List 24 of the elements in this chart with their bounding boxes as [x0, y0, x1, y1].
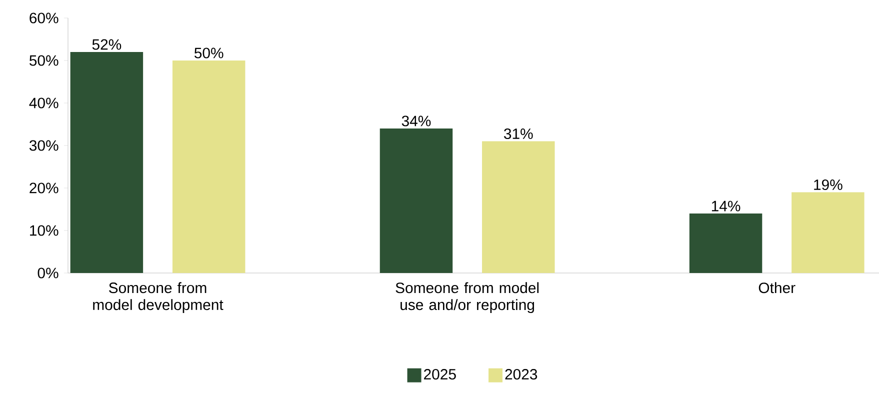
data-label: 31%	[504, 128, 533, 140]
x-tick-label: Other	[758, 282, 796, 294]
bar	[689, 214, 762, 273]
bar	[792, 192, 864, 273]
data-label: 50%	[194, 48, 224, 58]
y-tick-label: 40%	[29, 98, 58, 108]
bar	[172, 60, 246, 273]
bar	[70, 52, 144, 273]
legend-label: 2025	[424, 368, 456, 380]
x-tick-label: Someone from model use and/or reporting	[396, 282, 539, 314]
x-tick-label: Someone from model development	[93, 282, 224, 314]
y-tick-label: 20%	[30, 182, 58, 194]
data-label: 19%	[814, 179, 842, 190]
y-tick-label: 0%	[38, 268, 58, 278]
y-tick-label: 50%	[30, 55, 58, 66]
y-tick-label: 60%	[30, 12, 58, 24]
bar	[482, 141, 555, 273]
y-tick-label: 10%	[30, 225, 58, 236]
y-tick-label: 30%	[29, 140, 58, 151]
data-label: 14%	[712, 200, 740, 212]
data-label: 52%	[92, 39, 122, 50]
data-label: 34%	[402, 116, 431, 126]
legend-label: 2023	[505, 368, 538, 380]
bar	[380, 128, 453, 273]
